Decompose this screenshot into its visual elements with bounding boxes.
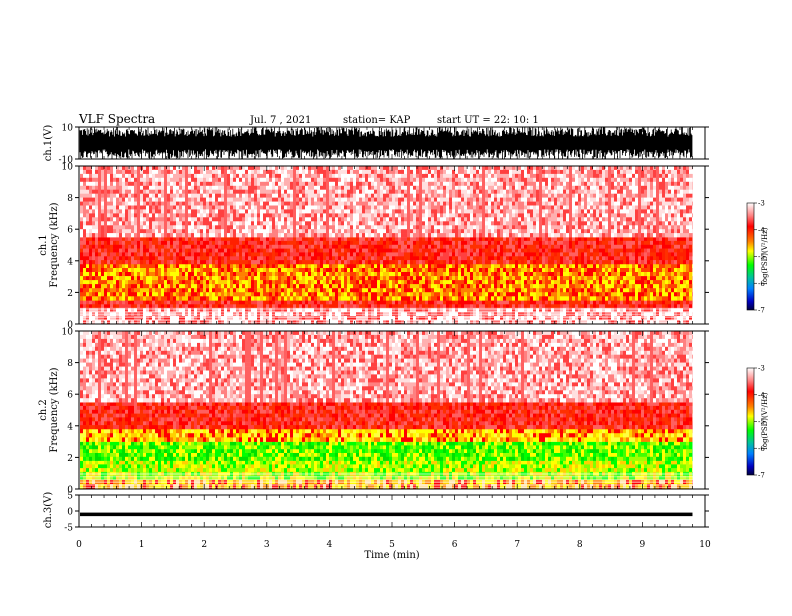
ch1-waveform-ylabel: ch.1(V) xyxy=(43,125,54,162)
colorbar-ch2-label: log(PSD)(V²/Hz) xyxy=(761,392,769,449)
x-tick-label: 9 xyxy=(640,540,646,550)
ch2-spectrogram-heatmap-cells xyxy=(80,331,695,489)
colorbar-ch1-gradient xyxy=(747,203,754,310)
ch2-spectrogram-ytick-label: 8 xyxy=(67,359,73,369)
start-time-label: start UT = 22: 10: 1 xyxy=(437,115,539,126)
colorbar-ch1-label: log(PSD)(V²/Hz) xyxy=(761,227,769,284)
x-tick-label: 2 xyxy=(201,540,207,550)
ch2-spectrogram-ylabel-channel: ch.2 xyxy=(38,399,49,421)
figure-title: VLF Spectra xyxy=(78,112,155,126)
colorbar-ch2-tick-label: -3 xyxy=(758,365,765,373)
ch2-spectrogram-blank-tail xyxy=(692,331,705,489)
ch1-spectrogram-ytick-label: 10 xyxy=(62,163,74,173)
colorbar-ch1-tick-label: -3 xyxy=(758,200,765,208)
ch2-spectrogram-ytick-label: 4 xyxy=(67,422,73,432)
ch3-waveform-panel: 5 0 -5 xyxy=(64,492,709,534)
ch3-waveform-ytick-label: 0 xyxy=(67,508,73,518)
ch1-spectrogram-ytick-label: 2 xyxy=(67,289,73,299)
x-tick-label: 3 xyxy=(264,540,270,550)
ch3-waveform-ylabel: ch.3(V) xyxy=(43,492,54,529)
ch1-waveform-ytick-label: 10 xyxy=(62,124,74,134)
station-label: station= KAP xyxy=(343,115,411,126)
ch1-spectrogram-ylabel-freq: Frequency (kHz) xyxy=(49,202,60,287)
ch2-spectrogram-ytick-label: 6 xyxy=(67,391,73,401)
x-axis: 0 1 2 3 4 5 6 7 8 9 10 xyxy=(76,540,711,550)
x-tick-label: 5 xyxy=(389,540,395,550)
x-tick-label: 8 xyxy=(577,540,583,550)
ch1-spectrogram-heatmap-cells xyxy=(80,166,695,324)
ch1-spectrogram-ytick-label: 8 xyxy=(67,194,73,204)
ch1-spectrogram-ytick-label: 4 xyxy=(67,257,73,267)
ch1-spectrogram-ylabel-channel: ch.1 xyxy=(38,234,49,256)
x-tick-label: 1 xyxy=(139,540,145,550)
ch2-spectrogram-ytick-label: 10 xyxy=(62,328,74,338)
x-tick-label: 6 xyxy=(452,540,458,550)
x-tick-label: 4 xyxy=(327,540,333,550)
x-tick-label: 10 xyxy=(699,540,711,550)
date-label: Jul. 7 , 2021 xyxy=(249,115,311,126)
ch1-spectrogram-blank-tail xyxy=(692,166,705,324)
ch2-spectrogram-ylabel-freq: Frequency (kHz) xyxy=(49,367,60,452)
ch1-spectrogram-ytick-label: 6 xyxy=(67,226,73,236)
x-axis-label: Time (min) xyxy=(364,550,419,561)
ch3-waveform-ytick-label: -5 xyxy=(64,524,73,534)
ch1-waveform-trace xyxy=(80,127,692,159)
x-tick-label: 7 xyxy=(514,540,520,550)
colorbar-ch2-tick-label: -7 xyxy=(758,472,765,480)
ch3-waveform-ytick-label: 5 xyxy=(67,492,73,502)
colorbar-ch1-tick-label: -7 xyxy=(758,307,765,315)
ch3-waveform-trace xyxy=(80,513,692,517)
colorbar-ch2-gradient xyxy=(747,368,754,475)
x-tick-label: 0 xyxy=(76,540,82,550)
ch2-spectrogram-ytick-label: 2 xyxy=(67,454,73,464)
ch1-waveform-panel: 10-10 xyxy=(59,124,710,166)
